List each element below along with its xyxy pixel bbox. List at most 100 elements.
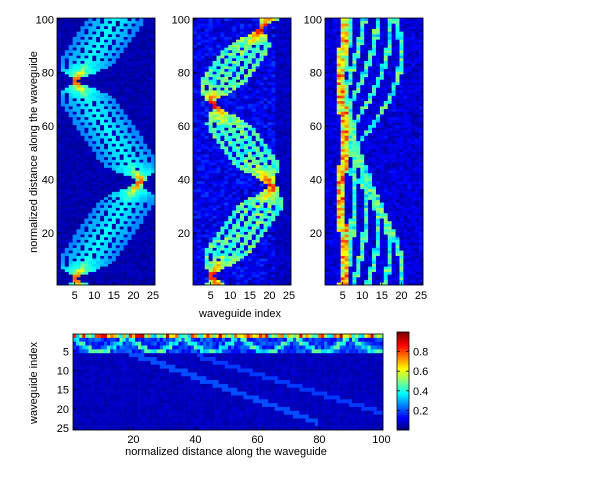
heatmap-cell <box>64 84 70 88</box>
heatmap-cell <box>92 31 97 35</box>
heatmap-cell <box>151 140 156 144</box>
heatmap-cell <box>139 210 144 214</box>
heatmap-cell <box>193 100 198 104</box>
heatmap-cell <box>224 274 229 278</box>
heatmap-cell <box>123 132 128 136</box>
heatmap-cell <box>208 255 213 259</box>
heatmap-cell <box>72 274 77 278</box>
heatmap-cell <box>92 103 97 107</box>
heatmap-cell <box>200 135 206 139</box>
heatmap-cell <box>216 58 221 62</box>
heatmap-cell <box>88 202 93 206</box>
heatmap-cell <box>84 196 89 200</box>
heatmap-cell <box>80 127 85 131</box>
heatmap-cell <box>275 138 280 142</box>
heatmap-cell <box>151 92 156 96</box>
heatmap-cell <box>96 132 101 136</box>
heatmap-cell <box>224 258 229 262</box>
heatmap-cell <box>204 127 209 131</box>
heatmap-cell <box>251 26 257 29</box>
heatmap-cell <box>240 55 245 59</box>
heatmap-cell <box>224 50 229 54</box>
heatmap-cell <box>139 180 144 184</box>
heatmap-cell <box>228 202 233 206</box>
heatmap-cell <box>143 215 148 219</box>
heatmap-cell <box>143 124 148 128</box>
heatmap-cell <box>247 223 253 227</box>
heatmap-cell <box>80 244 85 248</box>
heatmap-cell <box>72 226 77 230</box>
heatmap-cell <box>240 23 245 27</box>
heatmap-cell <box>271 156 276 160</box>
heatmap-cell <box>243 207 249 211</box>
heatmap-cell <box>72 103 77 107</box>
heatmap-cell <box>208 271 213 275</box>
heatmap-cell <box>143 188 148 192</box>
heatmap-cell <box>123 207 128 211</box>
heatmap-cell <box>279 234 284 238</box>
heatmap-cell <box>107 63 113 67</box>
heatmap-cell <box>80 140 85 144</box>
heatmap-cell <box>135 151 140 155</box>
heatmap-cell <box>100 42 105 45</box>
heatmap-cell <box>228 122 233 126</box>
heatmap-cell <box>224 154 229 158</box>
heatmap-cell <box>100 250 105 254</box>
heatmap-cell <box>111 210 117 214</box>
heatmap-cell <box>107 100 113 104</box>
heatmap-cell <box>196 282 202 286</box>
heatmap-cell <box>196 116 202 120</box>
heatmap-cell <box>68 196 73 200</box>
heatmap-cell <box>147 188 152 192</box>
heatmap-cell <box>283 84 288 88</box>
heatmap-cell <box>275 71 280 75</box>
heatmap-cell <box>151 159 156 163</box>
heatmap-cell <box>139 175 144 179</box>
heatmap-cell <box>228 87 233 91</box>
heatmap-cell <box>131 23 136 27</box>
heatmap-cell <box>143 263 148 267</box>
heatmap-cell <box>57 268 62 272</box>
heatmap-cell <box>279 124 284 128</box>
heatmap-cell <box>236 116 241 120</box>
heatmap-cell <box>143 74 148 78</box>
heatmap-cell <box>212 282 217 286</box>
heatmap-cell <box>193 114 198 118</box>
heatmap-cell <box>263 218 268 222</box>
heatmap-cell <box>263 255 268 259</box>
heatmap-cell <box>104 218 109 222</box>
heatmap-cell <box>100 196 105 200</box>
heatmap-cell <box>88 210 93 214</box>
heatmap-cell <box>115 154 121 158</box>
heatmap-cell <box>64 244 70 248</box>
heatmap-cell <box>100 170 105 174</box>
heatmap-cell <box>251 143 257 147</box>
heatmap-cell <box>196 60 202 64</box>
heatmap-cell <box>220 188 225 192</box>
heatmap-cell <box>80 282 85 286</box>
heatmap-cell <box>196 55 202 59</box>
heatmap-cell <box>247 191 253 195</box>
heatmap-cell <box>100 239 105 243</box>
heatmap-cell <box>267 108 272 112</box>
heatmap-cell <box>271 252 276 256</box>
heatmap-cell <box>240 60 245 64</box>
heatmap-cell <box>123 140 128 144</box>
heatmap-cell <box>247 44 253 48</box>
heatmap-cell <box>236 74 241 78</box>
heatmap-cell <box>104 250 109 254</box>
heatmap-cell <box>271 26 276 29</box>
heatmap-cell <box>131 175 136 179</box>
heatmap-cell <box>72 76 77 80</box>
heatmap-cell <box>151 260 156 264</box>
heatmap-cell <box>96 71 101 75</box>
heatmap-cell <box>147 95 152 99</box>
heatmap-cell <box>139 223 144 227</box>
heatmap-cell <box>64 258 70 262</box>
heatmap-cell <box>123 87 128 91</box>
heatmap-cell <box>240 218 245 222</box>
heatmap-cell <box>139 212 144 216</box>
heatmap-cell <box>143 140 148 144</box>
heatmap-cell <box>57 194 62 198</box>
heatmap-cell <box>255 268 260 272</box>
